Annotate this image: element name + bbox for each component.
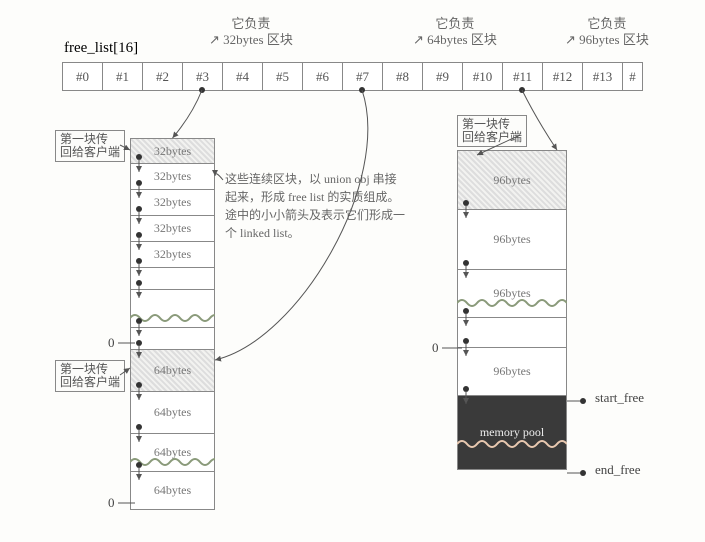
left-block-label-8: 64bytes bbox=[154, 363, 191, 378]
left-block-label-9: 64bytes bbox=[154, 405, 191, 420]
left-link-dot-3 bbox=[136, 232, 142, 238]
left-block-4: 32bytes bbox=[130, 242, 215, 268]
freelist-cell-8: #8 bbox=[383, 63, 423, 91]
callout-0: 第一块传回给客户端 bbox=[55, 130, 125, 162]
right-block-label-4: 96bytes bbox=[493, 364, 530, 379]
right-link-dot-0 bbox=[463, 200, 469, 206]
right-block-5: memory pool bbox=[457, 396, 567, 470]
left-block-label-11: 64bytes bbox=[154, 483, 191, 498]
left-block-11: 64bytes bbox=[130, 472, 215, 510]
left-block-5 bbox=[130, 268, 215, 290]
left-link-dot-10 bbox=[136, 462, 142, 468]
freelist-cell-2: #2 bbox=[143, 63, 183, 91]
freelist-cell-12: #12 bbox=[543, 63, 583, 91]
left-zero-1: 0 bbox=[108, 495, 115, 511]
explanation-text: 这些连续区块，以 union obj 串接起来，形成 free list 的实质… bbox=[225, 170, 405, 242]
right-zero-0: 0 bbox=[432, 340, 439, 356]
freelist-cell-1: #1 bbox=[103, 63, 143, 91]
left-link-dot-1 bbox=[136, 180, 142, 186]
left-block-2: 32bytes bbox=[130, 190, 215, 216]
callout-2: 第一块传回给客户端 bbox=[55, 360, 125, 392]
left-link-dot-2 bbox=[136, 206, 142, 212]
right-link-dot-3 bbox=[463, 338, 469, 344]
header-anno-2: 它负责↗ 96bytes 区块 bbox=[565, 16, 649, 47]
right-block-2: 96bytes bbox=[457, 270, 567, 318]
right-block-0: 96bytes bbox=[457, 150, 567, 210]
pointer-dot-1 bbox=[580, 470, 586, 476]
left-link-dot-4 bbox=[136, 258, 142, 264]
right-block-4: 96bytes bbox=[457, 348, 567, 396]
freelist-cell-7: #7 bbox=[343, 63, 383, 91]
left-block-9: 64bytes bbox=[130, 392, 215, 434]
right-block-label-0: 96bytes bbox=[493, 173, 530, 188]
left-link-dot-7 bbox=[136, 340, 142, 346]
left-link-dot-0 bbox=[136, 154, 142, 160]
freelist-cell-0: #0 bbox=[63, 63, 103, 91]
right-block-label-1: 96bytes bbox=[493, 232, 530, 247]
left-block-label-3: 32bytes bbox=[154, 221, 191, 236]
left-block-label-4: 32bytes bbox=[154, 247, 191, 262]
left-link-dot-5 bbox=[136, 280, 142, 286]
freelist-cell-9: #9 bbox=[423, 63, 463, 91]
freelist-title: free_list[16] bbox=[64, 40, 138, 57]
freelist-cell-6: #6 bbox=[303, 63, 343, 91]
left-block-label-1: 32bytes bbox=[154, 169, 191, 184]
right-block-3 bbox=[457, 318, 567, 348]
left-link-dot-6 bbox=[136, 318, 142, 324]
right-link-dot-4 bbox=[463, 386, 469, 392]
right-link-dot-2 bbox=[463, 308, 469, 314]
left-block-label-0: 32bytes bbox=[154, 144, 191, 159]
right-wavy-5 bbox=[457, 437, 567, 451]
freelist-cell-11: #11 bbox=[503, 63, 543, 91]
left-zero-0: 0 bbox=[108, 335, 115, 351]
pointer-label-0: start_free bbox=[595, 390, 644, 406]
left-wavy-10 bbox=[130, 455, 215, 469]
right-link-dot-1 bbox=[463, 260, 469, 266]
callout-1: 第一块传回给客户端 bbox=[457, 115, 527, 147]
right-block-1: 96bytes bbox=[457, 210, 567, 270]
left-block-8: 64bytes bbox=[130, 350, 215, 392]
left-block-3: 32bytes bbox=[130, 216, 215, 242]
freelist-cell-4: #4 bbox=[223, 63, 263, 91]
right-wavy-2 bbox=[457, 296, 567, 310]
left-link-dot-8 bbox=[136, 382, 142, 388]
left-block-1: 32bytes bbox=[130, 164, 215, 190]
left-block-label-2: 32bytes bbox=[154, 195, 191, 210]
freelist-table: #0#1#2#3#4#5#6#7#8#9#10#11#12#13# bbox=[62, 62, 643, 91]
left-block-7 bbox=[130, 328, 215, 350]
left-block-0: 32bytes bbox=[130, 138, 215, 164]
left-wavy-6 bbox=[130, 311, 215, 325]
left-link-dot-9 bbox=[136, 424, 142, 430]
freelist-cell-3: #3 bbox=[183, 63, 223, 91]
freelist-cell-14: # bbox=[623, 63, 643, 91]
pointer-dot-0 bbox=[580, 398, 586, 404]
header-anno-1: 它负责↗ 64bytes 区块 bbox=[413, 16, 497, 47]
freelist-cell-10: #10 bbox=[463, 63, 503, 91]
header-anno-0: 它负责↗ 32bytes 区块 bbox=[209, 16, 293, 47]
pointer-label-1: end_free bbox=[595, 462, 640, 478]
freelist-cell-5: #5 bbox=[263, 63, 303, 91]
freelist-cell-13: #13 bbox=[583, 63, 623, 91]
